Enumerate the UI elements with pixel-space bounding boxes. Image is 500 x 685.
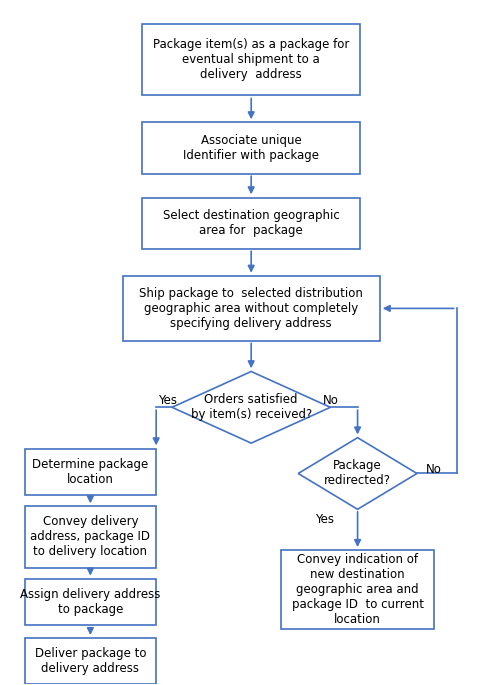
- FancyBboxPatch shape: [25, 449, 156, 495]
- Text: Yes: Yes: [315, 513, 334, 526]
- Text: Package item(s) as a package for
eventual shipment to a
delivery  address: Package item(s) as a package for eventua…: [153, 38, 350, 81]
- FancyBboxPatch shape: [281, 550, 434, 629]
- Text: Deliver package to
delivery address: Deliver package to delivery address: [34, 647, 146, 675]
- FancyBboxPatch shape: [142, 197, 360, 249]
- Text: Orders satisfied
by item(s) received?: Orders satisfied by item(s) received?: [190, 393, 312, 421]
- FancyBboxPatch shape: [122, 276, 380, 341]
- FancyBboxPatch shape: [142, 23, 360, 95]
- Text: Yes: Yes: [158, 394, 176, 407]
- Text: Determine package
location: Determine package location: [32, 458, 148, 486]
- FancyBboxPatch shape: [25, 579, 156, 625]
- Text: No: No: [322, 394, 338, 407]
- FancyBboxPatch shape: [25, 638, 156, 684]
- Text: Associate unique
Identifier with package: Associate unique Identifier with package: [183, 134, 319, 162]
- Text: Assign delivery address
to package: Assign delivery address to package: [20, 588, 160, 616]
- Polygon shape: [298, 438, 417, 510]
- FancyBboxPatch shape: [142, 123, 360, 174]
- Text: Select destination geographic
area for  package: Select destination geographic area for p…: [163, 209, 340, 237]
- Text: Ship package to  selected distribution
geographic area without completely
specif: Ship package to selected distribution ge…: [139, 287, 363, 330]
- Text: Convey indication of
new destination
geographic area and
package ID  to current
: Convey indication of new destination geo…: [292, 553, 424, 626]
- Text: Package
redirected?: Package redirected?: [324, 460, 391, 488]
- Text: Convey delivery
address, package ID
to delivery location: Convey delivery address, package ID to d…: [30, 515, 150, 558]
- FancyBboxPatch shape: [25, 506, 156, 568]
- Text: No: No: [426, 463, 442, 476]
- Polygon shape: [172, 371, 330, 443]
